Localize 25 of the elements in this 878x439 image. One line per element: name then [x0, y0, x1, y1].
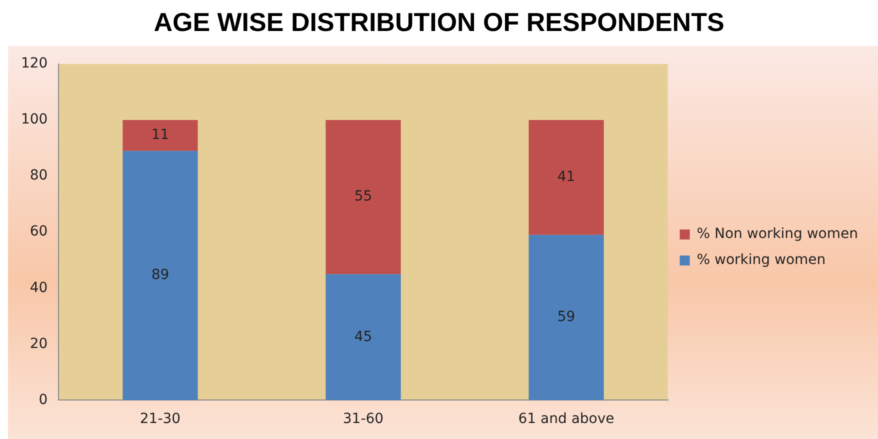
- chart-title: AGE WISE DISTRIBUTION OF RESPONDENTS: [152, 6, 726, 39]
- bar: [528, 234, 604, 400]
- data-label: 55: [354, 188, 372, 205]
- bar: [326, 274, 401, 400]
- y-tick-label: 60: [30, 224, 48, 240]
- bar: [326, 120, 401, 274]
- y-tick-label: 0: [38, 392, 48, 408]
- data-label: 59: [557, 309, 576, 326]
- y-tick-label: 100: [20, 112, 48, 128]
- y-tick-label: 80: [30, 168, 48, 184]
- x-tick-label: 61 and above: [518, 411, 614, 428]
- y-tick-label: 40: [30, 280, 48, 296]
- bar: [528, 120, 604, 235]
- bar: [122, 150, 198, 400]
- legend-label: % Non working women: [696, 226, 858, 242]
- y-tick-label: 20: [30, 336, 48, 352]
- data-label: 11: [151, 127, 170, 144]
- x-tick-label: 21-30: [140, 411, 181, 428]
- bar: [122, 120, 198, 151]
- data-label: 41: [557, 169, 576, 186]
- data-label: 89: [151, 267, 170, 284]
- data-label: 45: [354, 328, 372, 345]
- y-tick-label: 120: [20, 56, 48, 72]
- x-tick-label: 31-60: [342, 411, 384, 428]
- legend-label: % working women: [696, 252, 826, 268]
